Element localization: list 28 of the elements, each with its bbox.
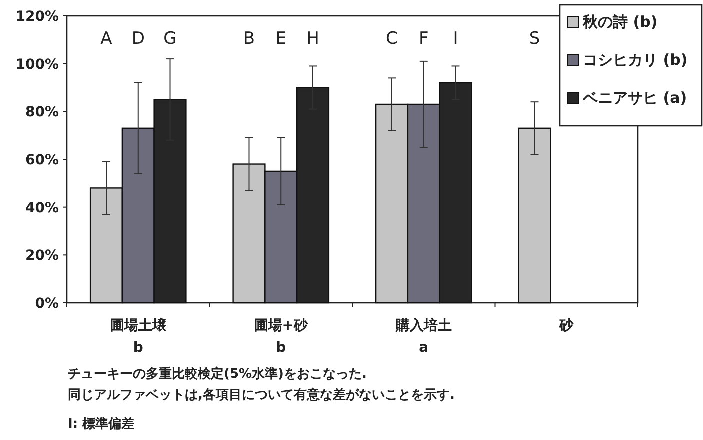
y-tick-label: 20%	[25, 248, 59, 264]
y-tick-label: 120%	[16, 9, 59, 25]
annotation: I	[453, 29, 458, 49]
y-tick-label: 60%	[25, 152, 59, 168]
text: 同じアルファベットは,各項目について有意な差がないことを示す.	[68, 387, 455, 403]
legend-label: ベニアサヒ (a)	[582, 89, 688, 107]
bar	[518, 128, 552, 304]
annotation: H	[306, 29, 320, 49]
annotation: D	[132, 29, 145, 49]
x-tick-label: 砂	[558, 318, 575, 334]
y-tick-label: 40%	[25, 200, 59, 216]
x-tick-label: 圃場土壌 b	[110, 317, 168, 356]
y-tick-label: 80%	[25, 104, 59, 121]
annotation: F	[418, 29, 429, 49]
annotation: C	[386, 29, 398, 49]
legend-label: 秋の詩 (b)	[582, 13, 658, 31]
annotation: G	[164, 29, 177, 49]
annotation: B	[243, 29, 256, 49]
text: I: 標準偏差	[68, 417, 135, 432]
x-tick-label: 圃場+砂 b	[254, 318, 309, 356]
legend-label: コシヒカリ (b)	[583, 51, 688, 69]
y-tick-label: 100%	[16, 56, 59, 73]
annotation: S	[529, 29, 540, 49]
text: チューキーの多重比較検定(5%水準)をおこなった.	[68, 366, 367, 382]
y-tick-label: 0%	[35, 296, 59, 312]
annotation: A	[100, 29, 113, 49]
x-tick-label: 購入培土 a	[394, 317, 452, 356]
annotation: E	[276, 29, 286, 49]
